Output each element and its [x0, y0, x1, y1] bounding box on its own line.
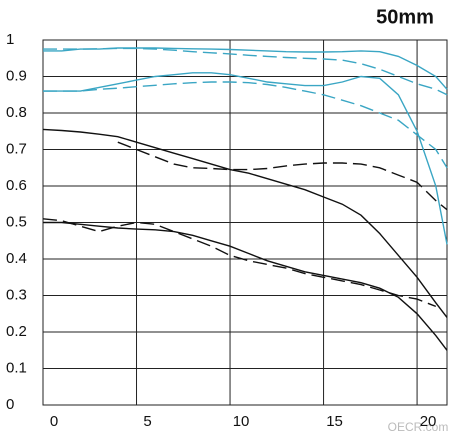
mtf-line [117, 141, 448, 211]
y-tick-label: 0.7 [6, 140, 27, 157]
chart-title: 50mm [376, 6, 434, 28]
y-tick-label: 0.4 [6, 250, 27, 267]
mtf-line [43, 72, 448, 245]
y-tick-label: 0.3 [6, 286, 27, 303]
x-tick-label: 15 [326, 413, 343, 430]
x-tick-label: 20 [420, 413, 437, 430]
y-tick-label: 0.6 [6, 177, 27, 194]
y-tick-label: 0 [6, 396, 14, 413]
x-tick-label: 0 [50, 413, 58, 430]
mtf-line [42, 218, 437, 308]
mtf-line [43, 47, 448, 96]
y-tick-label: 0.1 [6, 359, 27, 376]
y-tick-label: 0.2 [6, 323, 27, 340]
x-tick-label: 5 [143, 413, 151, 430]
y-tick-label: 0.9 [6, 67, 27, 84]
watermark: OECR.com [388, 420, 449, 434]
y-tick-label: 0.5 [6, 213, 27, 230]
y-tick-label: 1 [6, 31, 14, 48]
mtf-line [43, 81, 448, 169]
mtf-line [42, 128, 448, 318]
x-tick-label: 10 [233, 413, 250, 430]
y-tick-label: 0.8 [6, 104, 27, 121]
